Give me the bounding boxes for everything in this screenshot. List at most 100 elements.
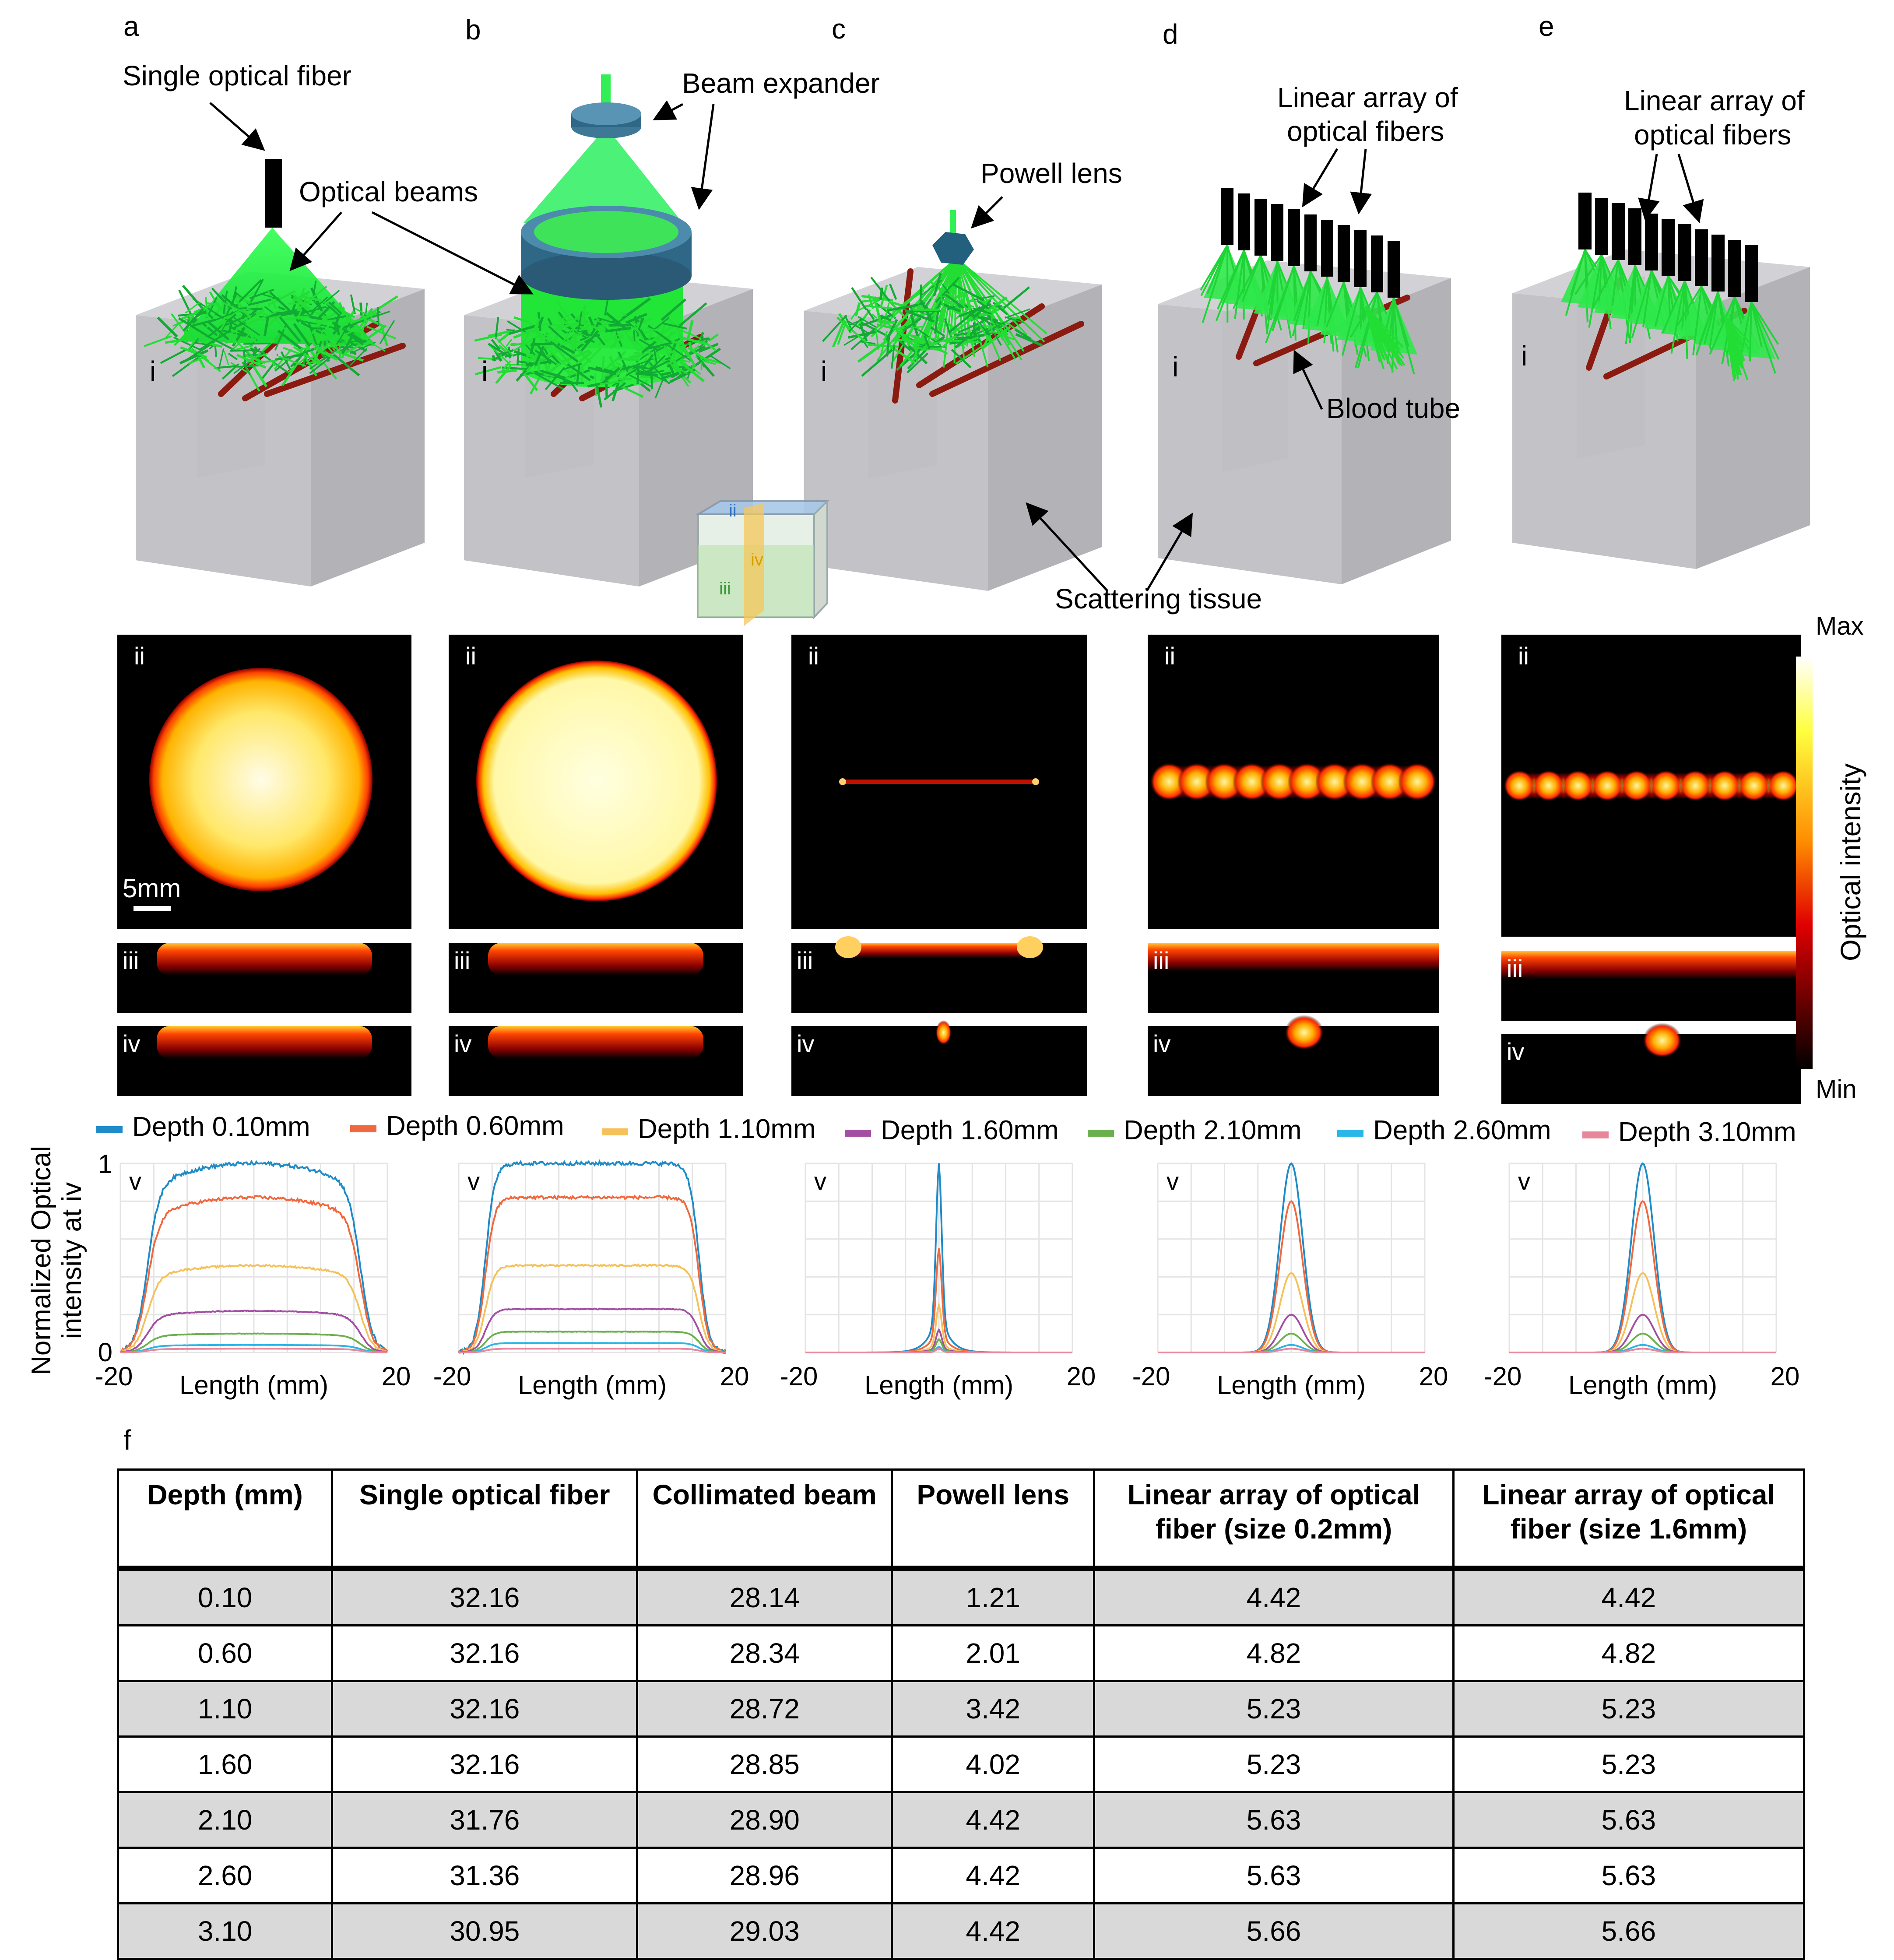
map-iii-b: iii <box>449 943 743 1013</box>
x-axis-label: Length (mm) <box>179 1370 328 1400</box>
colorbar: Max Min Optical intensity <box>1796 612 1866 1103</box>
map-label-iv-b: iv <box>454 1030 471 1057</box>
table-cell: 4.82 <box>1094 1626 1453 1681</box>
table-cell: 28.90 <box>637 1792 892 1848</box>
legend-swatch <box>350 1125 376 1132</box>
table-cell: 5.66 <box>1094 1904 1453 1959</box>
chart-grid <box>459 1163 726 1352</box>
table-cell: 5.23 <box>1453 1737 1804 1792</box>
label-blood-tube: Blood tube <box>1326 393 1460 424</box>
table-cell: 3.42 <box>892 1681 1094 1737</box>
legend-label: Depth 3.10mm <box>1618 1117 1796 1147</box>
legend-label: Depth 2.60mm <box>1373 1115 1551 1145</box>
plane-orientation-inset: ii iii iv <box>698 501 827 626</box>
table-cell: 1.60 <box>118 1737 332 1792</box>
x-axis-label: Length (mm) <box>864 1370 1013 1400</box>
map-ii-d: ii <box>1148 635 1439 929</box>
cube-label-i-c: i <box>821 355 827 387</box>
map-label-iii-a: iii <box>123 947 139 974</box>
legend-label: Depth 0.10mm <box>132 1112 310 1142</box>
table-cell: 28.85 <box>637 1737 892 1792</box>
legend-item-5: Depth 2.10mm <box>1088 1115 1302 1145</box>
legend-swatch <box>1088 1130 1114 1137</box>
table-cell: 2.01 <box>892 1626 1094 1681</box>
table-cell: 4.42 <box>1453 1568 1804 1626</box>
panel-letter-c: c <box>832 13 846 45</box>
colorbar-label: Optical intensity <box>1835 763 1866 961</box>
legend-item-4: Depth 1.60mm <box>845 1115 1059 1145</box>
table-cell: 31.76 <box>332 1792 637 1848</box>
map-iii-c: iii <box>791 936 1087 1013</box>
legend-label: Depth 0.60mm <box>386 1111 564 1141</box>
legend-label: Depth 1.60mm <box>881 1115 1059 1145</box>
label-linear-array-d-2: optical fibers <box>1287 116 1444 147</box>
y-tick-max: 1 <box>98 1149 112 1179</box>
colorbar-max: Max <box>1816 612 1864 640</box>
label-optical-beams: Optical beams <box>299 176 478 207</box>
panel-letter-e: e <box>1539 11 1554 42</box>
table-cell: 32.16 <box>332 1737 637 1792</box>
chart-label-v: v <box>1167 1167 1179 1195</box>
map-label-iv-c: iv <box>797 1030 814 1057</box>
label-beam-expander: Beam expander <box>682 67 880 99</box>
map-label-iv-e: iv <box>1507 1038 1524 1065</box>
table-cell: 31.36 <box>332 1848 637 1904</box>
colorbar-min: Min <box>1816 1075 1856 1103</box>
map-label-iii-c: iii <box>797 947 813 974</box>
table-cell: 1.10 <box>118 1681 332 1737</box>
colorbar-gradient <box>1796 657 1813 1069</box>
x-tick-min: -20 <box>1132 1362 1170 1391</box>
cube-label-i-a: i <box>150 355 156 387</box>
panel-letter-d: d <box>1163 18 1178 50</box>
table-cell: 32.16 <box>332 1568 637 1626</box>
map-label-ii-a: ii <box>134 642 145 670</box>
y-axis-label-1: Normalized Optical <box>26 1146 56 1375</box>
table-cell: 5.63 <box>1094 1848 1453 1904</box>
table-header-1: Depth (mm) <box>118 1470 332 1569</box>
map-ii-b: ii <box>449 635 743 929</box>
cube-label-i-e: i <box>1521 340 1527 372</box>
table-cell: 3.10 <box>118 1904 332 1959</box>
map-iv-b: iv <box>449 1026 743 1096</box>
table-cell: 0.10 <box>118 1568 332 1626</box>
legend-swatch <box>1337 1130 1363 1137</box>
table-header-3: Collimated beam <box>637 1470 892 1569</box>
x-tick-max: 20 <box>382 1362 411 1391</box>
table-cell: 0.60 <box>118 1626 332 1681</box>
x-axis-label: Length (mm) <box>1217 1370 1366 1400</box>
chart-grid <box>805 1163 1072 1352</box>
map-iv-a: iv <box>117 1026 411 1096</box>
table-cell: 5.66 <box>1453 1904 1804 1959</box>
table-cell: 4.42 <box>892 1848 1094 1904</box>
table-cell: 28.96 <box>637 1848 892 1904</box>
x-tick-max: 20 <box>720 1362 749 1391</box>
map-iv-e: iv <box>1501 1023 1801 1104</box>
table-cell: 5.23 <box>1453 1681 1804 1737</box>
x-tick-max: 20 <box>1067 1362 1096 1391</box>
map-ii-c: ii <box>791 635 1087 929</box>
map-label-iii-e: iii <box>1507 955 1523 982</box>
label-powell-lens: Powell lens <box>980 158 1122 189</box>
map-iii-a: iii <box>117 943 411 1013</box>
map-label-ii-b: ii <box>465 642 476 670</box>
x-axis-label: Length (mm) <box>1568 1370 1717 1400</box>
legend-swatch <box>602 1128 628 1135</box>
legend-item-7: Depth 3.10mm <box>1582 1117 1796 1147</box>
label-linear-array-e-1: Linear array of <box>1624 85 1805 116</box>
map-iv-c: iv <box>791 1020 1087 1096</box>
y-tick-min: 0 <box>98 1338 112 1367</box>
